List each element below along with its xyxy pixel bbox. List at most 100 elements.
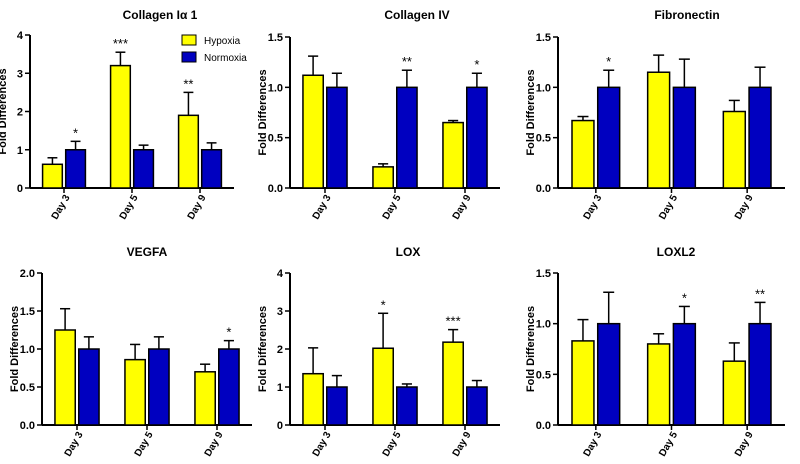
chart-title: LOX <box>396 245 421 259</box>
bar-normoxia <box>672 322 697 426</box>
y-tick-label: 0 <box>17 183 23 195</box>
legend-swatch-hypoxia <box>181 34 197 46</box>
significance-marker: *** <box>113 36 128 51</box>
significance-marker: * <box>474 57 479 72</box>
y-axis-label: Fold Differences <box>257 306 269 392</box>
y-tick-label: 1.0 <box>268 82 283 94</box>
significance-marker: * <box>606 54 611 69</box>
y-tick-label: 1 <box>277 382 283 394</box>
x-tick-label: Day 9 <box>733 193 756 222</box>
chart-title: LOXL2 <box>657 245 696 259</box>
y-tick-label: 1.5 <box>268 32 283 44</box>
chart-panel-3: Fibronectin Fold Differences 0.0 0.5 1.0 1.5 D… <box>525 8 785 222</box>
y-tick-label: 1.5 <box>20 306 35 318</box>
y-tick-label: 2 <box>277 344 283 356</box>
bar-hypoxia <box>41 163 64 189</box>
y-tick-label: 0 <box>277 420 283 432</box>
significance-marker: * <box>682 290 687 305</box>
x-tick-label: Day 3 <box>50 193 73 222</box>
y-tick-label: 1.0 <box>20 344 35 356</box>
y-tick-label: 1 <box>17 145 23 157</box>
y-tick-label: 3 <box>17 68 23 80</box>
x-tick-label: Day 3 <box>582 193 605 222</box>
y-axis-label: Fold Differences <box>525 69 537 155</box>
y-tick-label: 0.0 <box>268 183 283 195</box>
bar-hypoxia <box>646 343 671 426</box>
y-tick-label: 1.5 <box>536 32 551 44</box>
x-tick-label: Day 5 <box>381 193 404 222</box>
y-tick-label: 1.5 <box>536 268 551 280</box>
y-axis-label: Fold Differences <box>525 306 537 392</box>
bar-normoxia <box>218 348 240 426</box>
chart-title: Collagen IV <box>384 8 449 22</box>
bar-normoxia <box>132 149 155 189</box>
bar-hypoxia <box>442 121 465 189</box>
significance-marker: ** <box>755 286 765 301</box>
x-tick-label: Day 5 <box>381 430 404 459</box>
bar-hypoxia <box>442 341 465 426</box>
chart-panel-1: Collagen Iα 1 Fold Differences 0 1 2 3 4 Day 3 D… <box>0 8 234 222</box>
bar-normoxia <box>466 86 488 189</box>
bar-normoxia <box>326 386 348 426</box>
bar-normoxia <box>78 348 100 426</box>
x-tick-label: Day 3 <box>63 430 86 459</box>
legend-label-hypoxia: Hypoxia <box>204 36 241 47</box>
significance-marker: *** <box>446 314 461 329</box>
legend-label-normoxia: Normoxia <box>204 53 247 64</box>
bar-hypoxia <box>124 358 146 426</box>
bar-hypoxia <box>571 119 595 189</box>
significance-marker: ** <box>402 54 412 69</box>
x-tick-label: Day 9 <box>451 430 474 459</box>
x-tick-label: Day 5 <box>118 193 141 222</box>
significance-marker: * <box>381 297 386 312</box>
bar-hypoxia <box>722 110 747 189</box>
chart-panel-5: LOX Fold Differences 0 1 2 3 4 Day 3 Day 5 Day 9 *… <box>257 245 500 459</box>
chart-panel-2: Collagen IV Fold Differences 0.0 0.5 1.0 1.5 D… <box>257 8 500 222</box>
bar-hypoxia <box>646 71 671 189</box>
y-tick-label: 2.0 <box>20 268 35 280</box>
chart-panel-4: VEGFA Fold Differences 0.0 0.5 1.0 1.5 2.0 Day … <box>9 245 252 459</box>
significance-marker: ** <box>183 76 193 91</box>
bar-hypoxia <box>302 372 325 426</box>
bar-hypoxia <box>109 64 132 189</box>
x-tick-label: Day 5 <box>133 430 156 459</box>
y-tick-label: 0.0 <box>536 420 551 432</box>
bar-hypoxia <box>372 347 395 426</box>
y-axis-label: Fold Differences <box>9 306 21 392</box>
bar-normoxia <box>672 86 697 189</box>
legend: Hypoxia Normoxia <box>181 34 247 64</box>
y-tick-label: 0.0 <box>20 420 35 432</box>
chart-title: Fibronectin <box>654 8 719 22</box>
bar-normoxia <box>396 86 418 189</box>
bar-normoxia <box>326 86 348 189</box>
x-tick-label: Day 9 <box>203 430 226 459</box>
bar-hypoxia <box>722 360 747 426</box>
bar-normoxia <box>748 86 772 189</box>
y-tick-label: 0.5 <box>536 133 551 145</box>
x-tick-label: Day 3 <box>311 193 334 222</box>
y-tick-label: 2 <box>17 107 23 119</box>
chart-panel-6: LOXL2 Fold Differences 0.0 0.5 1.0 1.5 Day 3 Da… <box>525 245 785 459</box>
y-axis-label: Fold Differences <box>257 69 269 155</box>
bar-normoxia <box>748 322 772 426</box>
bar-normoxia <box>148 348 170 426</box>
x-tick-label: Day 5 <box>657 430 680 459</box>
y-tick-label: 4 <box>277 268 284 280</box>
x-tick-label: Day 9 <box>451 193 474 222</box>
significance-marker: * <box>73 125 78 140</box>
y-tick-label: 4 <box>17 30 24 42</box>
y-tick-label: 1.0 <box>536 82 551 94</box>
y-tick-label: 0.5 <box>20 382 35 394</box>
bar-hypoxia <box>54 329 76 426</box>
chart-title: Collagen Iα 1 <box>123 8 198 22</box>
y-tick-label: 0.5 <box>536 369 551 381</box>
x-tick-label: Day 3 <box>582 430 605 459</box>
bar-normoxia <box>200 149 223 189</box>
bar-hypoxia <box>177 114 200 189</box>
y-tick-label: 3 <box>277 306 283 318</box>
chart-title: VEGFA <box>127 245 168 259</box>
y-axis-label: Fold Differences <box>0 68 9 154</box>
significance-marker: * <box>226 325 231 340</box>
bar-normoxia <box>596 322 621 426</box>
